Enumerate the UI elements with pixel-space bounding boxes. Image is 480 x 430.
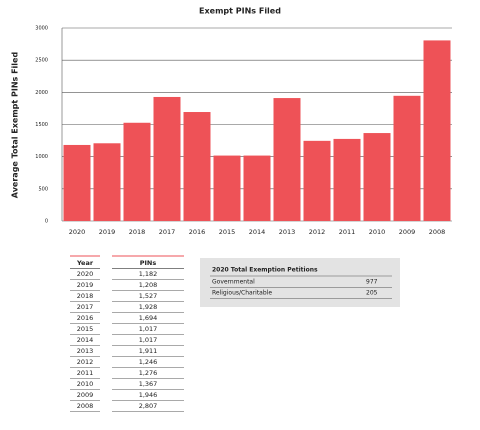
x-tick-label: 2017 — [159, 228, 176, 236]
x-tick-label: 2018 — [129, 228, 146, 236]
bar — [423, 40, 451, 221]
table-cell: 1,276 — [139, 369, 158, 377]
table-cell: 2009 — [77, 391, 94, 399]
table-cell: 1,017 — [139, 336, 158, 344]
x-tick-label: 2010 — [369, 228, 386, 236]
table-cell: 2011 — [77, 369, 94, 377]
bar — [63, 144, 91, 221]
chart-title: Exempt PINs Filed — [199, 7, 281, 16]
table-cell: 2014 — [77, 336, 94, 344]
petitions-label: Governmental — [212, 279, 255, 286]
table-cell: 2012 — [77, 358, 94, 366]
table-cell: 1,367 — [139, 380, 158, 388]
table-cell: 2018 — [77, 292, 94, 300]
bar — [93, 143, 121, 221]
table-header: Year — [76, 259, 94, 267]
table-cell: 1,017 — [139, 325, 158, 333]
table-cell: 1,527 — [139, 292, 158, 300]
x-tick-label: 2008 — [429, 228, 446, 236]
bar — [153, 96, 181, 221]
table-cell: 1,911 — [139, 347, 158, 355]
x-tick-label: 2014 — [249, 228, 266, 236]
table-cell: 1,694 — [139, 314, 158, 322]
petitions-title: 2020 Total Exemption Petitions — [212, 267, 318, 274]
table-cell: 2008 — [77, 402, 94, 410]
y-tick-label: 2000 — [35, 90, 48, 96]
y-tick-label: 500 — [38, 186, 48, 192]
x-tick-label: 2016 — [189, 228, 206, 236]
x-tick-label: 2020 — [69, 228, 86, 236]
bar — [243, 155, 271, 221]
bar — [393, 95, 421, 221]
table-cell: 2013 — [77, 347, 94, 355]
y-tick-label: 0 — [45, 219, 48, 225]
table-cell: 2017 — [77, 303, 94, 311]
table-cell: 2020 — [77, 270, 94, 278]
y-tick-label: 1000 — [35, 154, 48, 160]
table-cell: 1,182 — [139, 270, 158, 278]
x-tick-label: 2009 — [399, 228, 416, 236]
table-cell: 2015 — [77, 325, 94, 333]
table-cell: 2019 — [77, 281, 94, 289]
x-tick-label: 2019 — [99, 228, 116, 236]
table-cell: 2010 — [77, 380, 94, 388]
table-cell: 1,928 — [139, 303, 158, 311]
x-tick-label: 2013 — [279, 228, 296, 236]
bar — [123, 122, 151, 221]
bar — [183, 112, 211, 221]
bar — [363, 133, 391, 221]
petitions-value: 205 — [366, 290, 378, 297]
y-tick-label: 3000 — [35, 26, 48, 32]
table-cell: 1,946 — [139, 391, 158, 399]
petitions-box — [200, 258, 400, 307]
x-tick-label: 2011 — [339, 228, 356, 236]
table-cell: 1,208 — [139, 281, 158, 289]
bar — [213, 155, 241, 221]
table-header: PINs — [140, 259, 157, 267]
bar — [273, 98, 301, 221]
table-cell: 1,246 — [139, 358, 158, 366]
petitions-label: Religious/Charitable — [212, 290, 272, 297]
table-cell: 2,807 — [139, 402, 158, 410]
x-tick-label: 2015 — [219, 228, 236, 236]
y-tick-label: 1500 — [35, 122, 48, 128]
bar — [333, 138, 361, 221]
x-tick-label: 2012 — [309, 228, 326, 236]
petitions-value: 977 — [366, 279, 378, 286]
y-axis-label: Average Total Exempt PINs Filed — [11, 52, 20, 199]
y-tick-label: 2500 — [35, 58, 48, 64]
bar — [303, 140, 331, 221]
table-cell: 2016 — [77, 314, 94, 322]
